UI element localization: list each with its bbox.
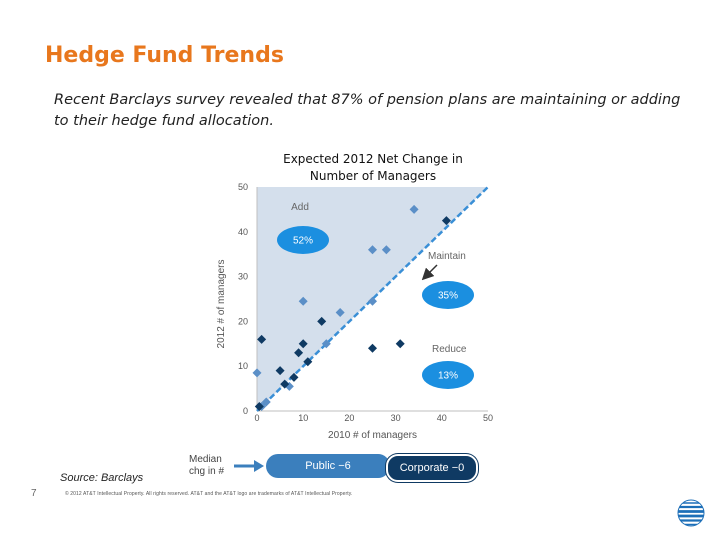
source-note: Source: Barclays xyxy=(60,472,144,484)
data-point xyxy=(441,216,451,226)
x-tick-label: 10 xyxy=(298,413,308,423)
data-point xyxy=(409,204,419,214)
x-tick-label: 30 xyxy=(391,413,401,423)
data-point xyxy=(335,307,345,317)
median-arrow-icon xyxy=(234,460,264,472)
data-point xyxy=(368,343,377,353)
region-percent: 35% xyxy=(438,291,458,302)
x-tick-label: 50 xyxy=(483,413,493,423)
region-label: Add xyxy=(291,202,309,213)
x-axis-label: 2010 # of managers xyxy=(328,430,417,441)
data-point xyxy=(317,316,327,326)
percent-oval xyxy=(422,361,474,389)
y-tick-label: 10 xyxy=(238,361,248,371)
data-point xyxy=(395,339,405,349)
chart-title: Expected 2012 Net Change in Number of Ma… xyxy=(283,152,463,183)
corporate-median-badge: Corporate −0 xyxy=(386,454,478,482)
y-axis-label: 2012 # of managers xyxy=(216,260,227,349)
y-tick-label: 20 xyxy=(238,316,248,326)
median-label: Median chg in # xyxy=(189,454,224,478)
att-globe-logo-icon xyxy=(677,499,705,527)
data-point xyxy=(298,296,308,306)
y-tick-label: 0 xyxy=(243,406,248,416)
data-point xyxy=(294,348,304,358)
slide-number: 7 xyxy=(31,488,37,499)
median-label-line1: Median xyxy=(189,454,222,465)
region-label: Maintain xyxy=(428,251,466,262)
page-title: Hedge Fund Trends xyxy=(45,43,284,68)
y-tick-label: 40 xyxy=(238,227,248,237)
x-tick-label: 40 xyxy=(437,413,447,423)
data-point xyxy=(368,245,377,255)
x-tick-label: 0 xyxy=(254,413,259,423)
percent-oval xyxy=(422,281,474,309)
public-median-badge: Public −6 xyxy=(266,454,390,478)
maintain-arrow xyxy=(421,264,438,281)
data-point xyxy=(257,334,267,344)
data-point xyxy=(252,368,262,378)
x-tick-label: 20 xyxy=(344,413,354,423)
y-tick-label: 50 xyxy=(238,182,248,192)
copyright-notice: © 2012 AT&T Intellectual Property. All r… xyxy=(65,491,353,497)
page-subtitle: Recent Barclays survey revealed that 87%… xyxy=(54,92,681,129)
y-tick-label: 30 xyxy=(238,272,248,282)
data-point xyxy=(254,402,264,412)
median-label-line2: chg in # xyxy=(189,466,225,477)
data-point xyxy=(381,245,391,255)
region-label: Reduce xyxy=(432,344,467,355)
percent-oval xyxy=(277,226,329,254)
data-point xyxy=(298,339,308,349)
data-point xyxy=(275,366,285,376)
data-point xyxy=(261,397,271,407)
data-point xyxy=(280,379,290,389)
data-point xyxy=(289,372,299,382)
region-percent: 13% xyxy=(438,371,458,382)
data-point xyxy=(368,296,377,306)
region-percent: 52% xyxy=(293,236,313,247)
data-point xyxy=(303,357,313,367)
data-point xyxy=(321,339,331,349)
